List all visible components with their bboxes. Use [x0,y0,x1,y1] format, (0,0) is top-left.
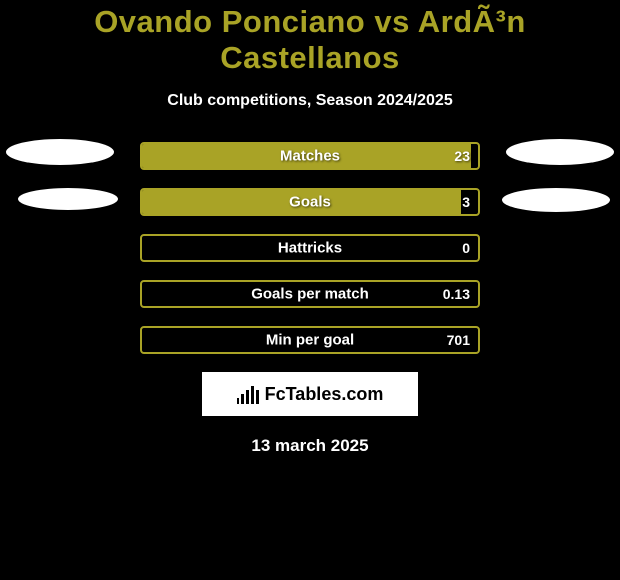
stat-bar: Matches 23 [140,142,480,170]
logo-text: FcTables.com [265,384,384,405]
stat-label: Min per goal [266,332,354,349]
stat-value: 701 [447,332,470,348]
stat-row: Matches 23 [0,142,620,170]
page-title: Ovando Ponciano vs ArdÃ³n Castellanos [0,4,620,76]
stat-value: 0 [462,240,470,256]
stat-bar: Goals 3 [140,188,480,216]
stat-label: Goals [289,194,331,211]
stat-bar: Hattricks 0 [140,234,480,262]
stat-row: Goals 3 [0,188,620,216]
stat-value: 23 [454,148,470,164]
date-label: 13 march 2025 [251,436,368,456]
stat-row: Hattricks 0 [0,234,620,262]
stats-area: Matches 23 Goals 3 Hattricks 0 Goals per… [0,142,620,354]
bar-chart-icon [237,384,259,404]
stat-value: 0.13 [443,286,470,302]
subtitle: Club competitions, Season 2024/2025 [167,92,452,110]
comparison-panel: Ovando Ponciano vs ArdÃ³n Castellanos Cl… [0,0,620,456]
stat-label: Goals per match [251,286,369,303]
stat-value: 3 [462,194,470,210]
stat-bar: Goals per match 0.13 [140,280,480,308]
stat-label: Hattricks [278,240,342,257]
stat-row: Goals per match 0.13 [0,280,620,308]
stat-label: Matches [280,148,340,165]
logo-box: FcTables.com [202,372,418,416]
stat-row: Min per goal 701 [0,326,620,354]
stat-bar: Min per goal 701 [140,326,480,354]
